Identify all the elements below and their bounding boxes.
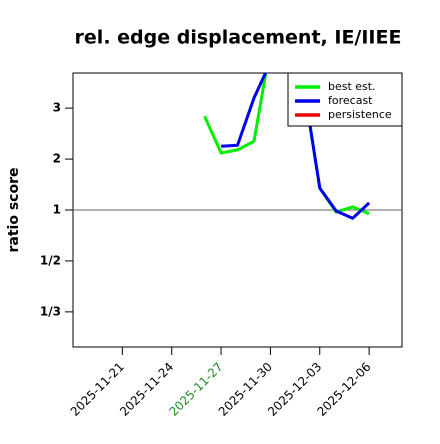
y-tick-label: 2 [53, 152, 61, 166]
chart-title: rel. edge displacement, IE/IIEE [75, 27, 402, 49]
legend-label: best est. [328, 80, 376, 93]
plot-area [203, 73, 371, 220]
y-tick-label: 1/2 [40, 253, 61, 267]
y-tick-label: 1/3 [40, 304, 61, 318]
y-tick-label: 3 [53, 101, 61, 115]
legend-label: persistence [328, 108, 392, 121]
y-tick-label: 1 [53, 202, 61, 216]
series-line [221, 73, 371, 220]
legend-label: forecast [328, 94, 373, 107]
x-tick-label: 2025-12-06 [314, 360, 373, 419]
y-axis-label: ratio score [6, 168, 22, 253]
series-line [203, 73, 370, 216]
